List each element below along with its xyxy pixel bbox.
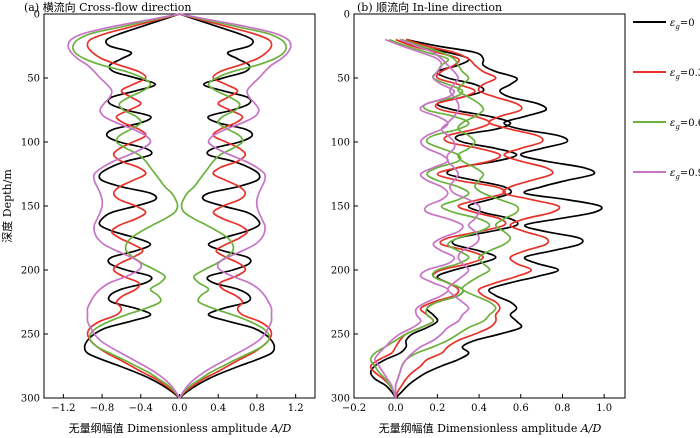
panel-a: (a) 横流向 Cross-flow direction −1.2 −0.8 −0.… [21, 0, 316, 435]
panel-b-xtick-label: 0.8 [555, 403, 571, 414]
panel-b-series-1-branch-1 [394, 38, 561, 399]
legend-entry-label: εg=0 [670, 18, 695, 31]
panel-b-series-3-branch-1 [394, 38, 481, 398]
panel-a-series [67, 13, 292, 399]
panel-a-xtick-label: −0.8 [90, 403, 114, 414]
panel-b-xtick-label: 1.0 [596, 403, 612, 414]
panel-a-ytick-label: 0 [34, 10, 40, 21]
panel-b-series [369, 38, 603, 399]
panel-b-ytick-label: 150 [331, 202, 350, 213]
panel-a-y-ticks: 0 50 100 150 200 250 300 [21, 10, 48, 405]
panel-b-series-2-branch-1 [394, 38, 520, 398]
panel-a-xtick-label: 1.2 [288, 403, 304, 414]
panel-a-ytick-label: 150 [21, 202, 40, 213]
panel-b-ytick-label: 100 [331, 138, 350, 149]
panel-a-ytick-label: 100 [21, 138, 40, 149]
panel-b-xlabel: 无量纲幅值 Dimensionless amplitude A/D [379, 422, 602, 435]
panel-b: (b) 顺流向 In-line direction −0.2 0.0 0.2 0.4 0… [331, 0, 626, 435]
panel-a-frame [43, 13, 316, 399]
panel-a-ytick-label: 50 [27, 74, 40, 85]
panel-b-xtick-label: 0.4 [471, 403, 487, 414]
panel-b-xtick-label: 0.0 [388, 403, 404, 414]
panel-b-title: (b) 顺流向 In-line direction [357, 0, 502, 14]
panel-a-xlabel: 无量纲幅值 Dimensionless amplitude A/D [69, 422, 292, 435]
panel-a-xtick-label: −1.2 [51, 403, 75, 414]
legend: εg=0 εg=0.3 εg=0.6 εg=0.9 [633, 18, 700, 181]
panel-b-series-2-branch-0 [369, 38, 491, 399]
panel-a-xtick-label: 0.8 [249, 403, 265, 414]
panel-b-series-0-branch-1 [395, 38, 603, 399]
panel-b-xtick-label: −0.2 [342, 403, 366, 414]
panel-a-series-3-branch-0 [67, 13, 181, 399]
panel-a-ytick-label: 250 [21, 330, 40, 341]
legend-entry-label: εg=0.3 [670, 68, 700, 81]
panel-a-ytick-label: 200 [21, 266, 40, 277]
legend-entry-label: εg=0.6 [670, 118, 700, 131]
panel-b-ytick-label: 300 [331, 394, 350, 405]
panel-b-ytick-label: 50 [337, 74, 350, 85]
panel-a-xtick-label: 0.4 [210, 403, 226, 414]
panel-b-y-ticks: 0 50 100 150 200 250 300 [331, 10, 358, 405]
panel-b-xtick-label: 0.6 [513, 403, 529, 414]
panel-a-xtick-label: −0.4 [129, 403, 153, 414]
panel-a-xtick-label: 0.0 [172, 403, 188, 414]
panel-a-series-2-branch-1 [178, 13, 287, 399]
panel-b-ytick-label: 200 [331, 266, 350, 277]
panel-b-x-ticks: −0.2 0.0 0.2 0.4 0.6 0.8 1.0 [342, 394, 612, 414]
panel-a-series-2-branch-0 [72, 13, 181, 399]
y-axis-label: 深度 Depth/m [0, 169, 14, 243]
panel-b-series-3-branch-0 [374, 38, 464, 399]
panel-b-series-0-branch-0 [369, 38, 519, 399]
panel-a-ytick-label: 300 [21, 394, 40, 405]
panel-b-ytick-label: 250 [331, 330, 350, 341]
panel-a-series-1-branch-0 [86, 13, 181, 399]
panel-b-ytick-label: 0 [344, 10, 350, 21]
panel-a-title: (a) 横流向 Cross-flow direction [24, 0, 191, 14]
panel-a-series-1-branch-1 [178, 13, 273, 399]
legend-entry-label: εg=0.9 [670, 168, 700, 181]
panel-a-series-3-branch-1 [178, 13, 292, 399]
panel-b-xtick-label: 0.2 [429, 403, 445, 414]
panel-a-x-ticks: −1.2 −0.8 −0.4 0.0 0.4 0.8 1.2 [51, 394, 304, 414]
